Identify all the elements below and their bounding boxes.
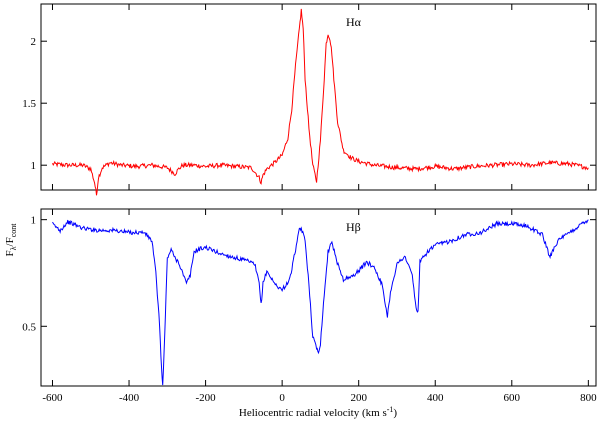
y-axis-title-base: F	[4, 250, 16, 256]
x-tick-label: 400	[427, 392, 444, 404]
y-tick-label: 1.5	[22, 98, 36, 110]
h-alpha-y-ticks: 11.52	[22, 36, 596, 172]
h-alpha-label: Hα	[346, 15, 362, 29]
x-tick-label: 800	[580, 392, 597, 404]
x-axis-title-sup: -1	[387, 405, 394, 414]
y-axis-title: Fλ/Fcont	[4, 223, 18, 257]
h-beta-x-ticks: -600 -400 -200 0 200 400 600 800	[42, 209, 597, 404]
h-alpha-panel: 11.52 Hα	[22, 3, 597, 196]
h-beta-label: Hβ	[346, 220, 361, 234]
x-tick-label: 200	[350, 392, 367, 404]
h-beta-y-ticks: 0.51	[22, 215, 596, 333]
x-tick-label: 600	[504, 392, 521, 404]
x-tick-label: -600	[42, 392, 63, 404]
x-tick-label: 0	[279, 392, 285, 404]
y-axis-title-sub2: cont	[9, 223, 18, 238]
y-axis-title-mid: /F	[4, 237, 16, 246]
y-axis-title-sub1: λ	[9, 246, 18, 250]
y-tick-label: 1	[31, 160, 37, 172]
x-axis-title-close: )	[393, 407, 397, 419]
x-axis-title-main: Heliocentric radial velocity (km s	[239, 407, 387, 419]
h-beta-spectrum-line	[52, 219, 589, 386]
h-alpha-spectrum-line	[52, 8, 589, 196]
x-tick-label: -200	[196, 392, 217, 404]
x-tick-label: -400	[119, 392, 140, 404]
h-alpha-frame	[40, 3, 597, 191]
y-tick-label: 1	[31, 215, 37, 227]
h-beta-panel: 0.51 -600 -400 -200 0 200 400 600 800 Hβ	[22, 208, 597, 404]
y-tick-label: 2	[31, 36, 37, 48]
h-beta-frame	[40, 208, 597, 387]
h-alpha-x-ticks	[51, 4, 589, 190]
y-tick-label: 0.5	[22, 321, 36, 333]
x-axis-title: Heliocentric radial velocity (km s-1)	[239, 405, 398, 419]
